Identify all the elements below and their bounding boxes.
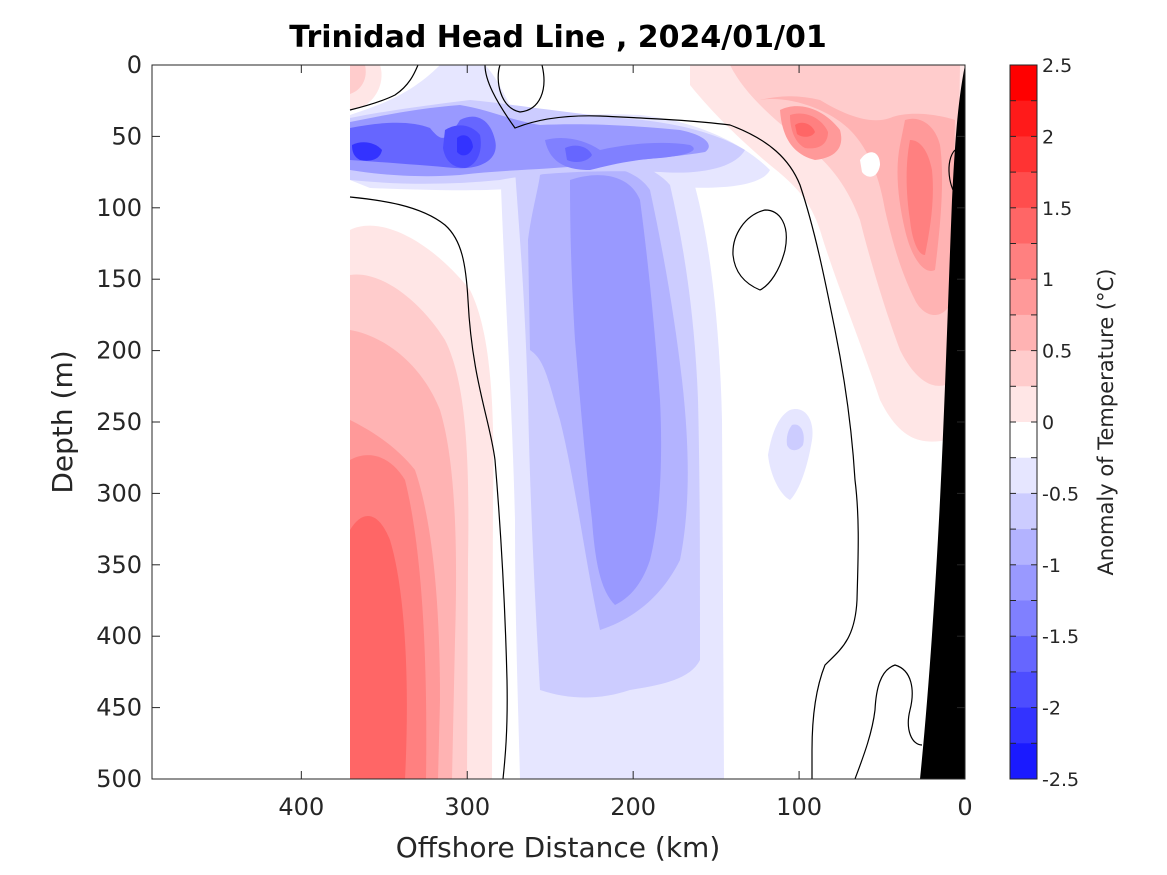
x-tick-label: 100	[776, 793, 822, 821]
y-tick-label: 450	[96, 694, 142, 722]
y-tick-label: 200	[96, 337, 142, 365]
warm-nearshore-level-1.0	[780, 106, 943, 271]
colorbar-tick-label: -2	[1042, 698, 1061, 720]
cold-core-west	[352, 142, 382, 161]
y-tick-label: 300	[96, 479, 142, 507]
zero-contour-deep-nearshore	[854, 664, 923, 779]
colorbar-tick-label: -0.5	[1042, 483, 1079, 505]
zero-contour-surface-east	[497, 65, 545, 113]
colorbar-swatch	[1010, 172, 1037, 209]
zero-contour-surface-west	[349, 65, 419, 111]
colorbar-swatch	[1010, 671, 1037, 709]
colorbar-swatch	[1010, 600, 1037, 637]
colorbar-swatch	[1010, 564, 1037, 601]
colorbar-swatch	[1010, 707, 1037, 744]
y-tick-label: 400	[96, 622, 142, 650]
colorbar-tick-label: 2	[1042, 126, 1054, 148]
y-tick-label: 500	[96, 765, 142, 793]
colorbar-tick-label: 0	[1042, 412, 1054, 434]
colorbar-swatch	[1010, 457, 1037, 494]
colorbar-swatch	[1010, 636, 1037, 673]
colorbar-swatch	[1010, 422, 1037, 459]
warm-region-level-1.5	[350, 516, 407, 779]
colorbar-tick-label: 0.5	[1042, 341, 1072, 363]
colorbar-swatch	[1010, 100, 1037, 137]
x-tick-label: 400	[278, 793, 324, 821]
x-tick-label: 200	[610, 793, 656, 821]
colorbar-swatch	[1010, 243, 1037, 280]
colorbar-label: Anomaly of Temperature (°C)	[1094, 269, 1118, 576]
colorbar: 2.5 2 1.5 1 0.5 0 -0.5 -1 -1.5 -2 -2.5	[1009, 55, 1079, 791]
cold-patch-nearshore-core	[786, 424, 804, 451]
x-tick-label: 0	[957, 793, 972, 821]
y-tick-label: 150	[96, 265, 142, 293]
colorbar-swatch	[1010, 386, 1037, 423]
colorbar-tick-label: 1.5	[1042, 198, 1072, 220]
y-tick-label: 0	[127, 51, 142, 79]
plot-area	[152, 65, 965, 779]
colorbar-swatch	[1010, 207, 1037, 244]
x-tick-label: 300	[444, 793, 490, 821]
warm-nearshore-core	[795, 122, 815, 137]
cold-region-level-1.0	[570, 175, 662, 606]
colorbar-tick-label: 1	[1042, 269, 1054, 291]
colorbar-tick-label: -1	[1042, 555, 1061, 577]
zero-contour-eddy	[732, 209, 787, 291]
y-tick-label: 100	[96, 194, 142, 222]
colorbar-tick-label: -2.5	[1042, 769, 1079, 791]
colorbar-swatch	[1010, 350, 1037, 387]
x-axis: 400 300 200 100 0	[278, 65, 973, 821]
colorbar-swatch	[1010, 279, 1037, 316]
warm-surface-offshore-core	[350, 65, 366, 94]
colorbar-swatch	[1010, 314, 1037, 352]
colorbar-tick-label: -1.5	[1042, 626, 1079, 648]
seafloor-wedge	[920, 65, 965, 779]
cold-band-east	[545, 138, 694, 170]
zero-contours	[349, 65, 961, 779]
cold-core-central-min	[457, 135, 473, 156]
y-axis-label: Depth (m)	[46, 350, 79, 493]
zero-contour-offshore	[349, 196, 508, 779]
y-tick-label: 250	[96, 408, 142, 436]
cold-core-east	[565, 145, 592, 163]
zero-contour-upper-band	[484, 65, 859, 779]
colorbar-swatch	[1010, 743, 1037, 780]
chart-title: Trinidad Head Line , 2024/01/01	[289, 20, 826, 55]
colorbar-swatch	[1010, 65, 1037, 102]
y-tick-label: 350	[96, 551, 142, 579]
colorbar-swatch	[1010, 529, 1037, 566]
y-tick-label: 50	[111, 122, 142, 150]
colorbar-swatch	[1010, 493, 1037, 530]
colorbar-swatch	[1010, 136, 1037, 173]
neutral-gap-nearshore	[860, 152, 880, 177]
x-axis-label: Offshore Distance (km)	[396, 831, 721, 864]
y-axis: 0 50 100 150 200 250 300 350 400 450 500	[96, 51, 965, 793]
colorbar-tick-label: 2.5	[1042, 55, 1072, 77]
